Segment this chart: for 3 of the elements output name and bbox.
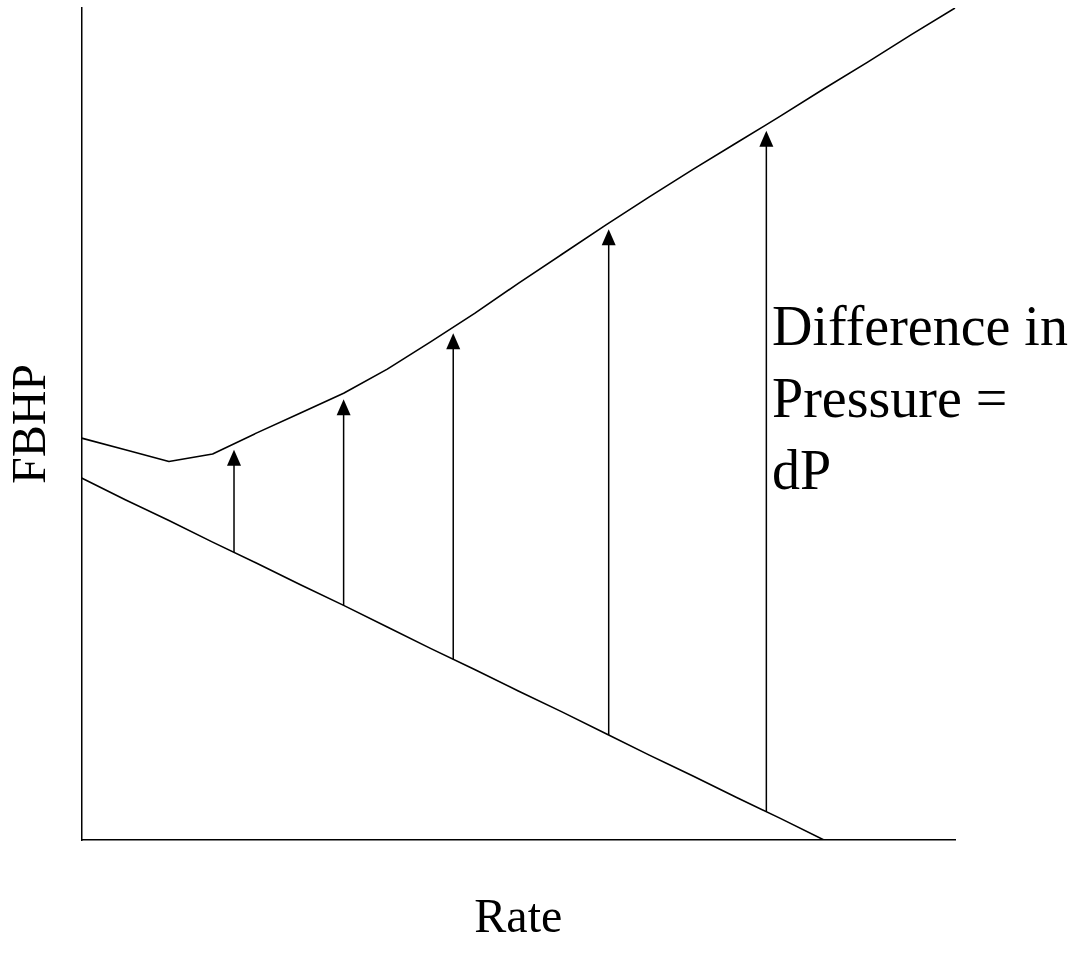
y-axis-title: FBHP <box>2 363 56 485</box>
annotation: Difference in Pressure = dP <box>772 294 1069 503</box>
x-axis-title: Rate <box>474 888 563 942</box>
